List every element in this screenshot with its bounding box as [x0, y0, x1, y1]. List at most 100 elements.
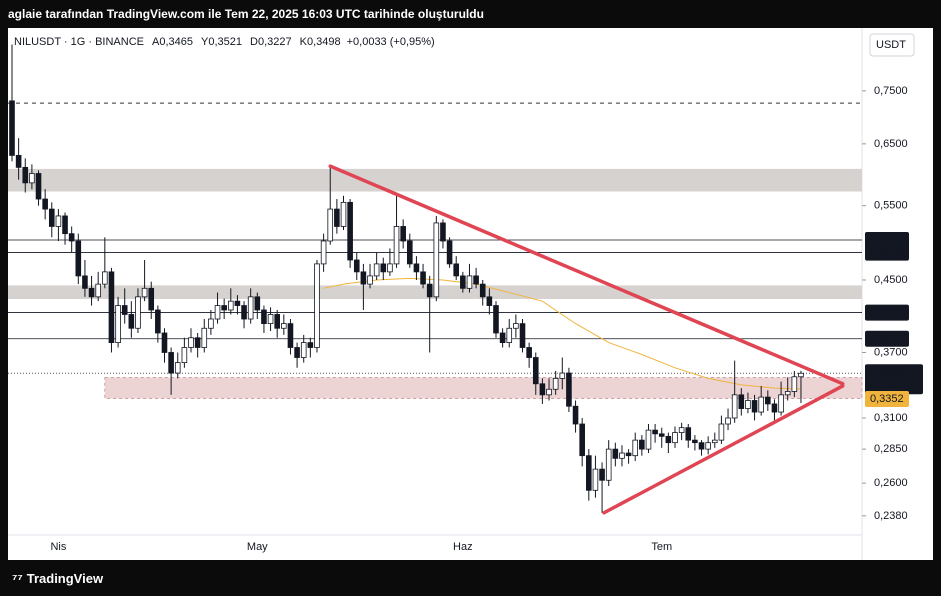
candle-body	[658, 433, 665, 437]
candle-body	[141, 287, 148, 298]
candle-body	[294, 347, 300, 358]
candle-body	[82, 275, 88, 289]
candle-body	[612, 448, 619, 459]
legend-change: +0,0033 (+0,95%)	[347, 36, 435, 48]
candle-body	[108, 271, 115, 344]
candle-body	[287, 323, 294, 348]
candle-body	[440, 222, 446, 242]
candle-body	[135, 296, 141, 329]
candle-body	[426, 283, 433, 298]
y-tick-label: 0,2380	[874, 510, 908, 522]
level-label-box	[865, 304, 909, 321]
candle-body	[62, 215, 68, 235]
candle-body	[121, 305, 128, 315]
candle-body	[181, 347, 188, 364]
candle-body	[605, 448, 612, 481]
candle-body	[307, 342, 314, 348]
candle-body	[566, 372, 572, 407]
candle-body	[300, 342, 307, 358]
candle-body	[572, 405, 579, 425]
candle-body	[347, 201, 353, 261]
candle-body	[526, 347, 532, 358]
y-tick-label: 0,3700	[874, 346, 908, 358]
y-tick-label: 0,3100	[874, 412, 908, 424]
trendline	[602, 384, 845, 515]
candle-body	[314, 263, 320, 348]
ma-price-label: 0,3352	[870, 393, 904, 405]
candle-body	[227, 300, 234, 311]
candle-body	[55, 215, 62, 227]
candle-body	[380, 263, 387, 273]
candle-body	[188, 337, 194, 348]
moving-average	[323, 277, 801, 390]
candle-body	[692, 439, 698, 444]
legend-key: A	[152, 36, 160, 48]
candle-body	[731, 394, 738, 419]
candle-body	[698, 442, 705, 450]
x-tick-label: May	[247, 541, 268, 553]
candle-body	[460, 275, 466, 289]
footer-text: TradingView	[26, 571, 104, 586]
x-tick-label: Tem	[651, 541, 672, 553]
candle-body	[115, 305, 121, 344]
candle-body	[367, 275, 373, 285]
candle-body	[241, 305, 247, 320]
legend: NILUSDT · 1G · BINANCE A0,3465 Y0,3521 D0,3…	[14, 36, 435, 48]
candle-body	[711, 439, 718, 444]
candle-body	[791, 376, 798, 392]
candle-body	[778, 394, 784, 413]
candle-body	[267, 314, 274, 325]
countdown-label: 07:56:16	[870, 379, 913, 391]
candle-body	[499, 332, 506, 344]
candle-body	[327, 208, 334, 242]
level-label-box	[865, 244, 909, 261]
candle-body	[745, 400, 751, 409]
candle-body	[665, 435, 672, 444]
y-tick-label: 0,7500	[874, 85, 908, 97]
candle-body	[15, 155, 22, 168]
candle-body	[247, 296, 254, 320]
candle-body	[559, 372, 566, 379]
y-tick-label: 0,5500	[874, 200, 908, 212]
candle-body	[678, 427, 685, 434]
candle-body	[758, 396, 764, 413]
candle-body	[479, 283, 486, 298]
candle-body	[155, 309, 161, 334]
zone	[8, 168, 862, 192]
level-label-box	[865, 330, 909, 347]
candle-body	[453, 263, 460, 277]
legend-value: 0,3521	[208, 36, 242, 48]
x-tick-label: Nis	[50, 541, 66, 553]
candle-body	[22, 166, 29, 184]
candle-body	[75, 240, 82, 277]
candle-body	[353, 259, 360, 273]
candle-body	[420, 271, 426, 285]
candle-body	[639, 439, 645, 450]
currency-label: USDT	[876, 39, 906, 51]
legend-key: K	[300, 36, 308, 48]
candle-body	[493, 305, 499, 334]
candle-body	[552, 377, 559, 390]
candle-body	[784, 391, 791, 396]
candle-body	[652, 429, 658, 435]
candle-body	[625, 452, 632, 457]
level-label-box	[865, 232, 909, 249]
candle-body	[705, 442, 711, 450]
candle-body	[546, 388, 552, 396]
y-tick-label: 0,2850	[874, 443, 908, 455]
candle-body	[35, 173, 42, 200]
candle-body	[42, 198, 48, 210]
candle-body	[619, 452, 625, 459]
candle-body	[174, 362, 181, 374]
candle-body	[393, 226, 400, 265]
candle-body	[506, 327, 513, 344]
candle-body	[360, 271, 367, 285]
candle-body	[413, 263, 420, 273]
ma-price-box	[865, 391, 909, 408]
footer-logo: ⁷⁷ TradingView	[12, 571, 103, 586]
candle-body	[486, 296, 493, 306]
candle-body	[632, 439, 639, 457]
zone	[104, 377, 863, 399]
